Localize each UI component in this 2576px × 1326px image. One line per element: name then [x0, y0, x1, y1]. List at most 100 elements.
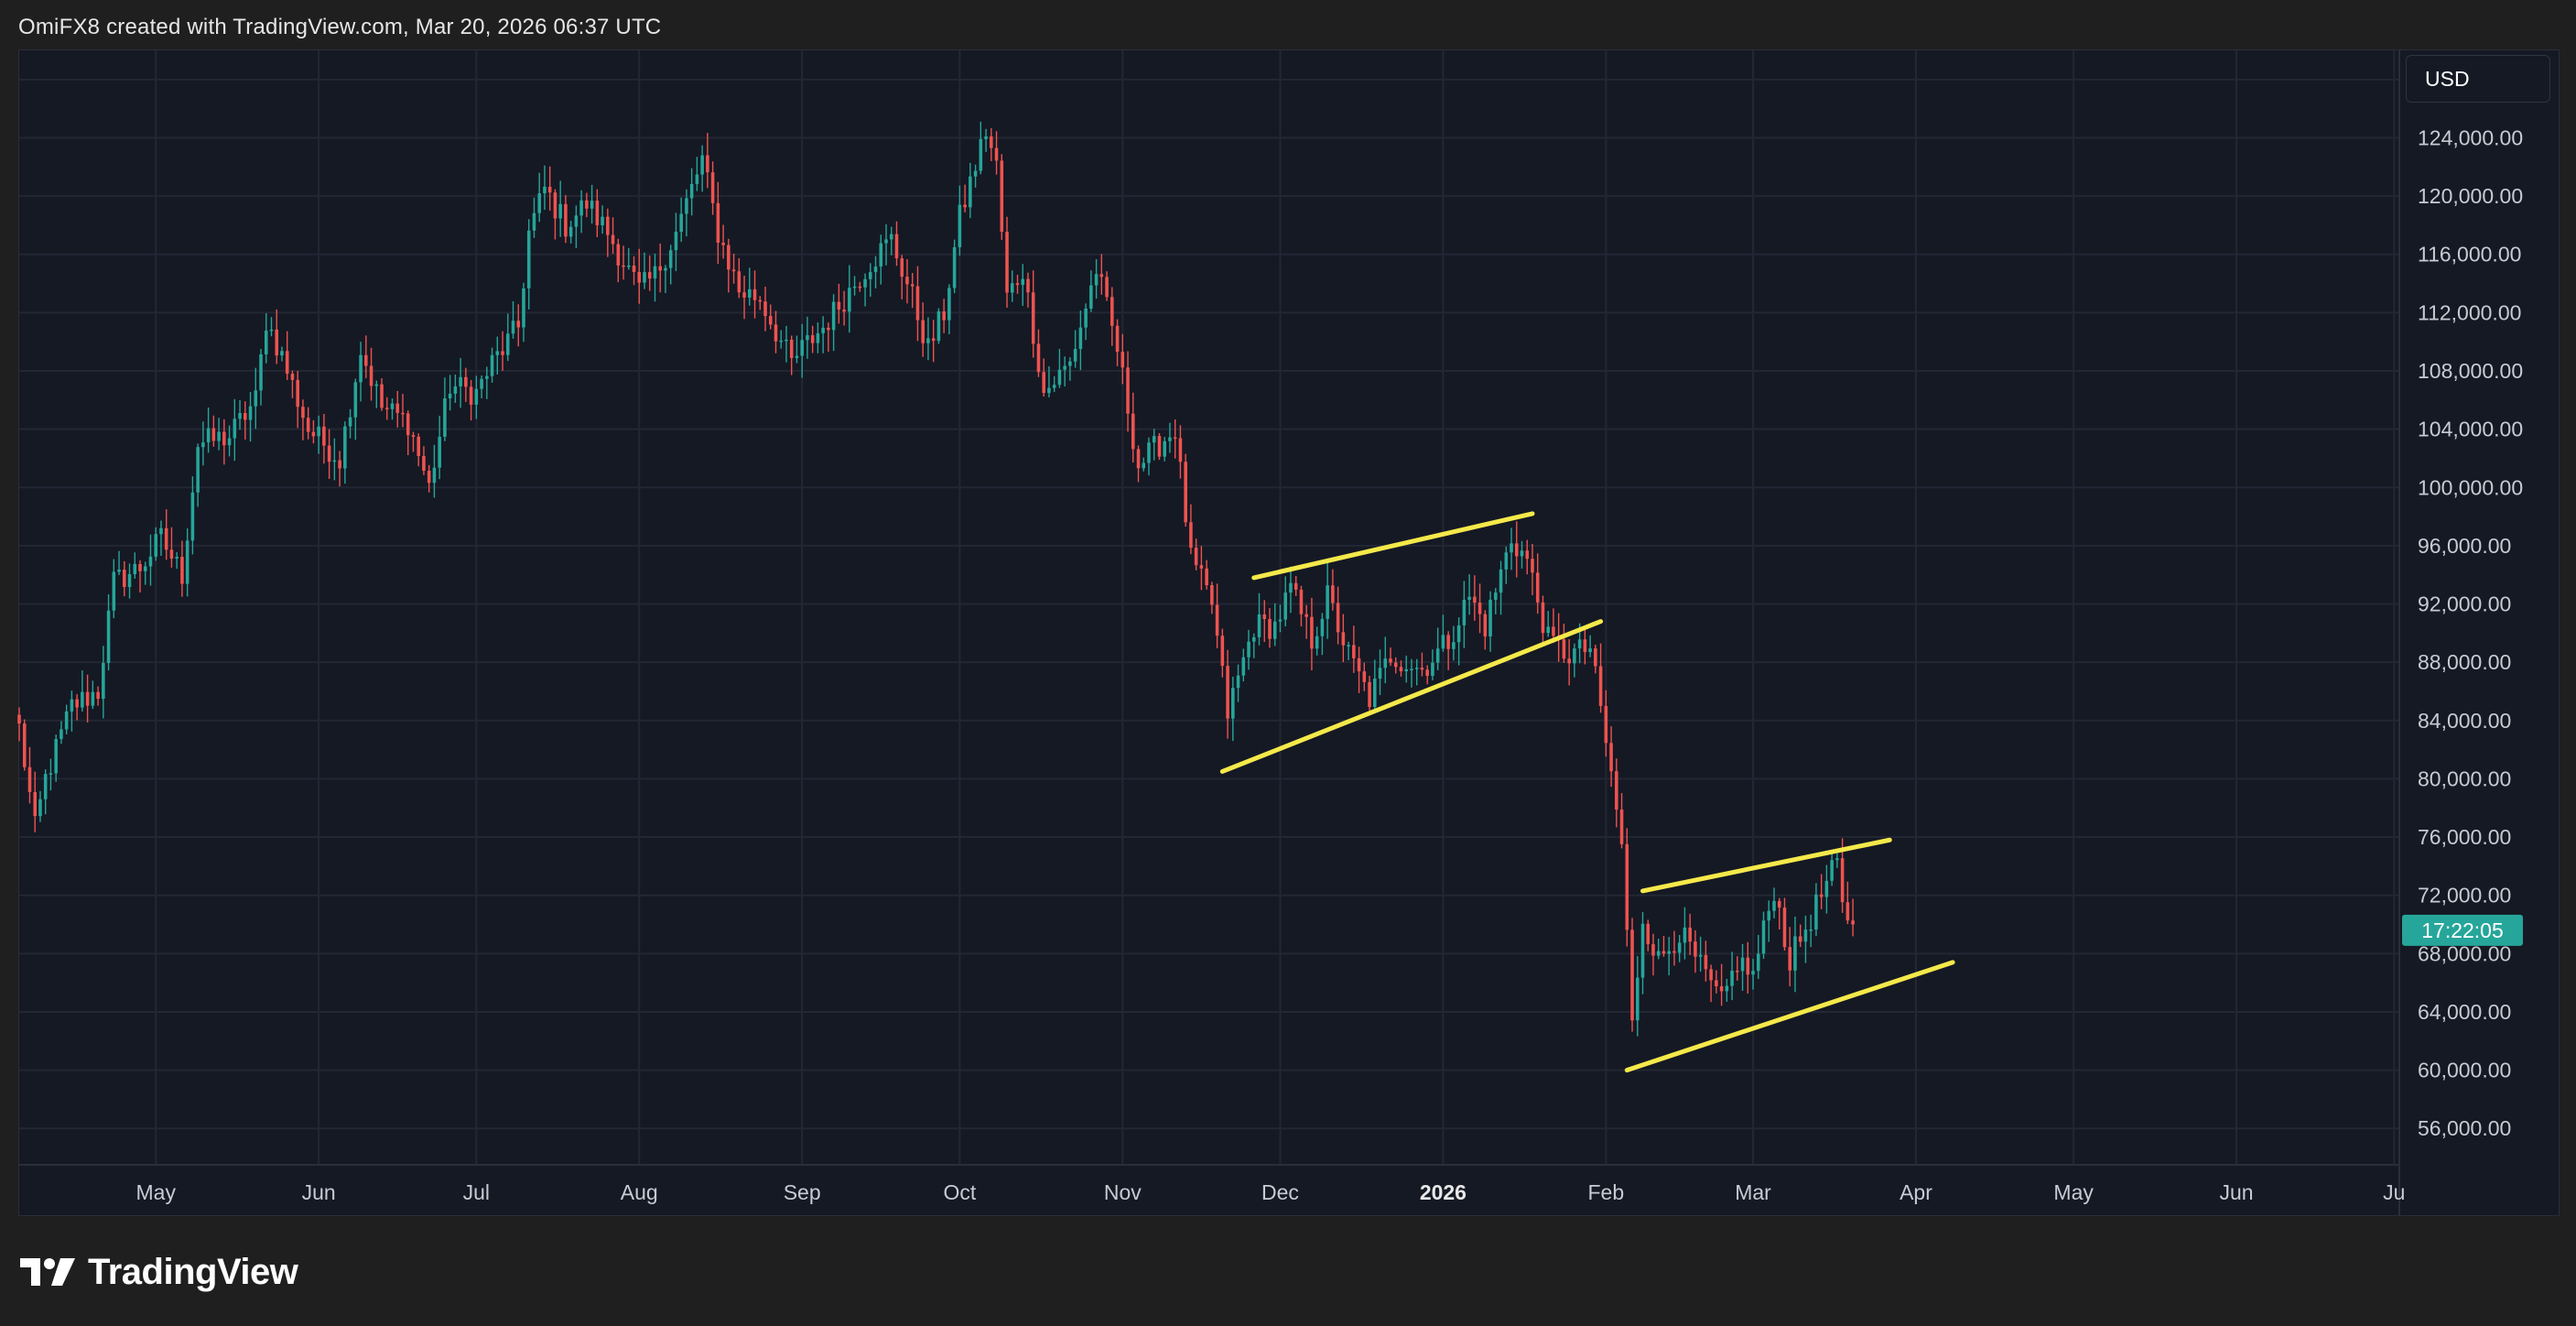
candle — [979, 121, 983, 175]
candle — [1105, 271, 1109, 301]
candle — [259, 349, 263, 406]
tradingview-logo: TradingView — [20, 1247, 298, 1297]
price-axis[interactable]: 128,000.00124,000.00120,000.00116,000.00… — [2418, 68, 2523, 1140]
candle — [1068, 357, 1072, 381]
candle — [285, 331, 289, 380]
candle — [490, 347, 494, 383]
candle — [1719, 963, 1724, 1006]
candle — [348, 408, 352, 439]
candle — [1000, 154, 1004, 240]
candle — [611, 217, 615, 255]
candle — [1488, 591, 1492, 652]
candle — [1278, 604, 1283, 633]
candle — [1052, 375, 1056, 393]
candle — [1410, 658, 1413, 688]
candle — [1199, 546, 1204, 591]
candle — [117, 550, 121, 575]
candle — [873, 255, 878, 288]
candle — [38, 790, 42, 822]
candle — [1525, 539, 1530, 575]
candle — [411, 431, 416, 452]
candle — [748, 267, 752, 306]
candle — [558, 180, 562, 237]
candle — [910, 273, 915, 309]
candle — [752, 270, 757, 319]
candle — [311, 419, 316, 444]
candle — [1010, 270, 1014, 302]
candle — [233, 398, 237, 462]
candle — [1698, 936, 1703, 973]
price-tick-label: 64,000.00 — [2418, 1000, 2511, 1024]
candle — [1851, 898, 1855, 937]
candle — [942, 299, 946, 333]
candle — [984, 128, 988, 152]
candle — [1173, 419, 1177, 459]
candle — [1368, 676, 1371, 712]
price-tick-label: 96,000.00 — [2418, 534, 2511, 558]
candle — [926, 317, 930, 361]
candle — [579, 190, 583, 234]
chart-attribution: OmiFX8 created with TradingView.com, Mar… — [18, 15, 662, 39]
trendline[interactable] — [1219, 619, 1604, 774]
candle — [716, 181, 720, 265]
candle — [664, 265, 667, 294]
candle — [280, 346, 284, 362]
candle — [800, 323, 804, 378]
tradingview-mark-icon — [20, 1258, 75, 1286]
candle — [1047, 366, 1051, 397]
candle — [1830, 852, 1834, 886]
candle — [332, 438, 337, 481]
candle — [401, 394, 405, 428]
trendline-drawings[interactable] — [1219, 511, 1955, 1073]
candle — [254, 367, 258, 429]
candle — [1252, 633, 1256, 658]
price-tick-label: 56,000.00 — [2418, 1116, 2511, 1140]
time-tick-label: Jun — [302, 1180, 336, 1204]
candle — [505, 313, 510, 362]
candle — [1094, 259, 1099, 299]
candle — [1583, 628, 1587, 665]
candle — [85, 674, 90, 723]
candle — [595, 189, 600, 237]
candle — [248, 392, 253, 442]
candle — [1036, 329, 1041, 377]
trendline[interactable] — [1251, 511, 1535, 581]
candle — [1231, 677, 1235, 742]
candle — [1152, 429, 1156, 461]
candle — [1378, 649, 1382, 695]
candle — [1347, 641, 1350, 661]
candle — [1535, 553, 1540, 614]
candle — [1352, 625, 1356, 673]
candle — [1694, 929, 1697, 973]
candle — [1531, 544, 1534, 596]
candle — [1362, 662, 1367, 691]
candle — [1031, 270, 1035, 358]
candle — [1788, 927, 1791, 987]
trendline[interactable] — [1624, 960, 1955, 1073]
candle — [931, 320, 936, 363]
candle — [522, 282, 525, 342]
trendline[interactable] — [1640, 837, 1892, 894]
candle — [1725, 978, 1729, 1002]
chart-pane[interactable] — [18, 49, 2560, 1216]
candle — [947, 284, 951, 335]
candle — [731, 253, 736, 284]
candle — [1598, 643, 1603, 713]
price-tick-label: 100,000.00 — [2418, 475, 2523, 499]
candle — [374, 380, 379, 408]
candle — [1425, 665, 1429, 685]
candle — [553, 189, 557, 240]
grid-lines — [19, 50, 2399, 1165]
candle — [438, 416, 441, 480]
candle — [390, 397, 395, 420]
time-axis[interactable]: May Jun Jul Aug Sep Oct Nov Dec 2026 Feb Mar Apr May… — [136, 1180, 2406, 1204]
candle — [453, 374, 458, 403]
candle — [789, 335, 794, 375]
time-tick-label: Jun — [2220, 1180, 2254, 1204]
time-tick-label: Jul — [463, 1180, 490, 1204]
currency-selector-button[interactable]: USD — [2406, 55, 2550, 103]
candle — [1772, 887, 1776, 918]
candle — [169, 527, 174, 568]
price-tick-label: 116,000.00 — [2418, 243, 2521, 266]
